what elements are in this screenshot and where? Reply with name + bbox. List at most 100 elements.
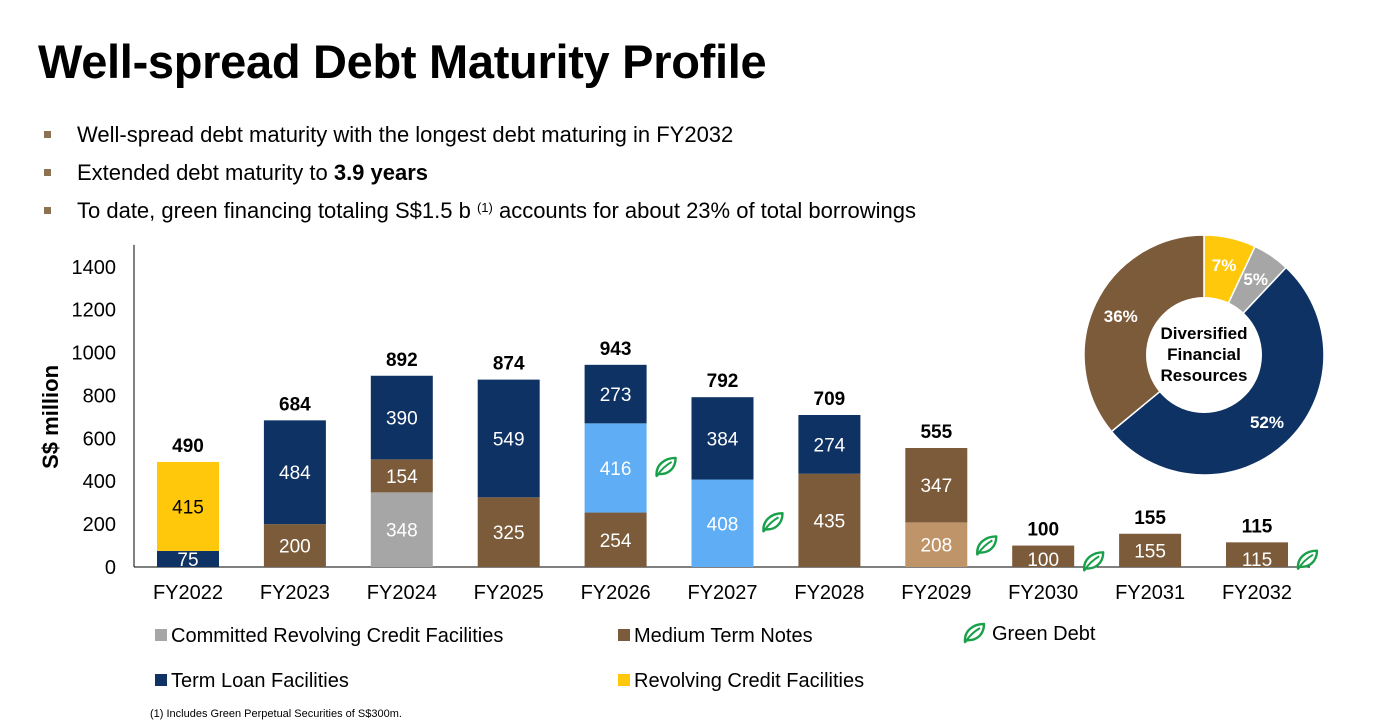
- bar-value-label: 484: [279, 463, 311, 484]
- legend-swatch: [155, 673, 167, 686]
- x-tick-label: FY2024: [367, 582, 437, 604]
- bullet-marker: [44, 207, 51, 214]
- legend-label: Term Loan Facilities: [171, 670, 349, 692]
- bar-segment: [370, 375, 433, 460]
- footnote: (1) Includes Green Perpetual Securities …: [150, 708, 402, 720]
- bullet-list: Well-spread debt maturity with the longe…: [44, 120, 916, 234]
- bar-segment: [1119, 533, 1182, 567]
- slide-title: Well-spread Debt Maturity Profile: [38, 35, 767, 88]
- y-tick-label: 1200: [72, 300, 117, 322]
- y-tick-label: 1400: [72, 257, 117, 279]
- bar-total-label: 943: [600, 339, 632, 360]
- bar-segment: [370, 492, 433, 567]
- bar-value-label: 273: [600, 385, 632, 406]
- bar-value-label: 254: [600, 531, 632, 552]
- bar-value-label: 348: [386, 521, 418, 542]
- bar-total-label: 490: [172, 436, 204, 457]
- pie-slice: [1083, 235, 1205, 433]
- legend-label: Committed Revolving Credit Facilities: [171, 625, 504, 647]
- bar-total-label: 100: [1027, 520, 1059, 541]
- bar-segment: [263, 524, 326, 567]
- x-tick-label: FY2029: [901, 582, 971, 604]
- bar-segment: [1226, 542, 1288, 567]
- bar-total-label: 874: [493, 354, 525, 375]
- y-axis-label: S$ million: [38, 365, 63, 469]
- leaf-icon: [1082, 551, 1105, 572]
- pie-center-label: Financial: [1167, 345, 1241, 364]
- x-tick-label: FY2026: [581, 582, 651, 604]
- bar-total-label: 155: [1134, 508, 1166, 529]
- bar-value-label: 384: [707, 429, 739, 450]
- y-tick-label: 0: [105, 557, 116, 579]
- bullet-item: Extended debt maturity to 3.9 years: [44, 158, 916, 196]
- bar-segment: [370, 459, 433, 493]
- legend-swatch: [618, 628, 630, 641]
- x-tick-label: FY2022: [153, 582, 223, 604]
- legend-label: Green Debt: [992, 623, 1096, 645]
- bar-total-label: 684: [279, 394, 311, 415]
- y-tick-label: 200: [83, 514, 116, 536]
- bar-segment: [157, 461, 219, 551]
- legend-item-rcf: Revolving Credit Facilities: [618, 669, 864, 693]
- bar-segment: [691, 397, 754, 480]
- footnote-ref: (1): [476, 200, 493, 215]
- bar-segment: [798, 473, 861, 567]
- bar-value-label: 415: [172, 497, 204, 518]
- y-tick-label: 600: [83, 428, 116, 450]
- pie-slice-label: 52%: [1250, 413, 1284, 432]
- bar-value-label: 549: [493, 429, 525, 450]
- x-tick-label: FY2027: [687, 582, 757, 604]
- leaf-icon: [655, 456, 677, 478]
- bar-total-label: 555: [920, 422, 952, 443]
- bar-value-label: 347: [920, 476, 952, 497]
- bullet-marker: [44, 169, 51, 176]
- legend-item-committed-rcf: Committed Revolving Credit Facilities: [155, 624, 503, 648]
- bar-segment: [477, 379, 540, 498]
- legend-label: Medium Term Notes: [634, 625, 813, 647]
- bar-segment: [691, 479, 754, 567]
- y-tick-label: 800: [83, 385, 116, 407]
- legend-item-green: Green Debt: [962, 622, 1095, 646]
- legend-item-mtn: Medium Term Notes: [618, 624, 813, 648]
- bar-segment: [584, 423, 647, 513]
- bar-value-label: 75: [177, 550, 198, 571]
- legend-swatch: [618, 673, 630, 686]
- leaf-icon: [976, 535, 998, 556]
- bullet-text: Well-spread debt maturity with the longe…: [77, 122, 734, 147]
- bullet-emphasis: 3.9 years: [333, 160, 429, 185]
- legend-label: Revolving Credit Facilities: [634, 670, 865, 692]
- bullet-marker: [44, 131, 51, 138]
- bar-segment: [584, 364, 647, 424]
- bar-segment: [584, 512, 647, 567]
- bar-value-label: 274: [814, 435, 846, 456]
- bullet-item: Well-spread debt maturity with the longe…: [44, 120, 916, 158]
- leaf-icon: [963, 622, 986, 643]
- bar-total-label: 892: [386, 350, 418, 371]
- pie-slice-label: 5%: [1243, 270, 1268, 289]
- leaf-icon: [762, 512, 784, 533]
- bar-value-label: 390: [386, 409, 418, 430]
- bar-total-label: 792: [707, 371, 739, 392]
- x-tick-label: FY2031: [1115, 582, 1185, 604]
- bar-segment: [263, 420, 326, 525]
- legend-swatch: [155, 628, 167, 641]
- legend-item-term-loan: Term Loan Facilities: [155, 669, 349, 693]
- bullet-text-suffix: accounts for about 23% of total borrowin…: [492, 198, 916, 223]
- pie-center-hole: [1146, 297, 1262, 413]
- bar-segment: [157, 550, 219, 567]
- bar-total-label: 709: [814, 389, 846, 410]
- x-tick-label: FY2023: [260, 582, 330, 604]
- bar-value-label: 325: [493, 523, 525, 544]
- bullet-item: To date, green financing totaling S$1.5 …: [44, 196, 916, 234]
- bar-value-label: 408: [707, 514, 739, 535]
- y-tick-label: 400: [83, 471, 116, 493]
- x-tick-label: FY2025: [474, 582, 544, 604]
- bar-segment: [905, 448, 968, 523]
- leaf-icon: [1296, 549, 1319, 570]
- bar-segment: [798, 414, 861, 474]
- pie-slice-label: 36%: [1104, 307, 1138, 326]
- x-tick-label: FY2030: [1008, 582, 1078, 604]
- bullet-text: Extended debt maturity to: [77, 160, 334, 185]
- debt-maturity-chart: 0 200 400 600 800 1000 1200 1400 S$ million 75 415…: [38, 235, 1325, 604]
- bar-segment: [1012, 545, 1075, 567]
